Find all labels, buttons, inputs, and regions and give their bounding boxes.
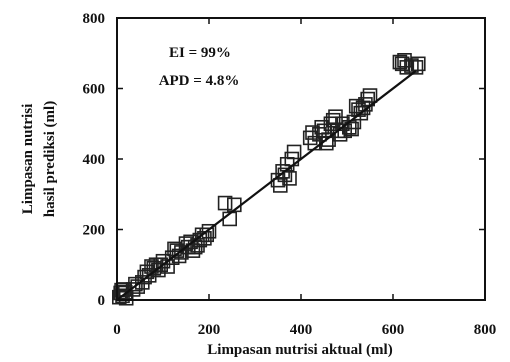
x-tick-label: 400 [290,322,313,338]
x-tick-label: 200 [198,322,221,338]
data-point [286,144,302,160]
fit-line [116,70,417,301]
data-point [325,112,341,128]
data-point [155,253,171,269]
y-tick-label: 200 [83,223,106,239]
data-point [321,132,336,147]
x-tick-label: 0 [113,322,121,338]
x-tick-label: 600 [382,322,405,338]
data-point [408,60,424,75]
x-tick-labels: 0 200 400 600 800 [113,322,496,338]
y-tick-label: 400 [83,152,106,168]
data-points [112,52,426,306]
y-tick-labels: 0 200 400 600 800 [83,11,106,309]
y-axis-label-line: hasil prediksi (ml) [42,101,58,217]
data-point [362,88,378,103]
x-tick-label: 800 [474,322,497,338]
data-point [151,262,166,278]
annotation-ei: EI = 99% [169,45,231,61]
data-point [360,91,376,107]
y-tick-label: 0 [98,293,106,309]
annotation-apd: APD = 4.8% [159,73,240,89]
data-point [277,167,293,183]
data-point [399,60,415,75]
data-point [199,227,214,243]
y-axis-label-line: Limpasan nutrisi [20,104,36,214]
data-point [410,56,426,72]
data-point [353,105,369,121]
data-point [282,171,297,186]
x-axis-label: Limpasan nutrisi aktual (ml) [207,342,392,358]
data-point [217,195,233,211]
y-tick-label: 600 [83,82,106,98]
plot-frame [116,17,486,301]
y-tick-label: 800 [83,11,106,27]
y-axis-label: Limpasan nutrisi hasil prediksi (ml) [20,101,58,217]
data-point [201,223,217,239]
data-point [318,135,334,151]
